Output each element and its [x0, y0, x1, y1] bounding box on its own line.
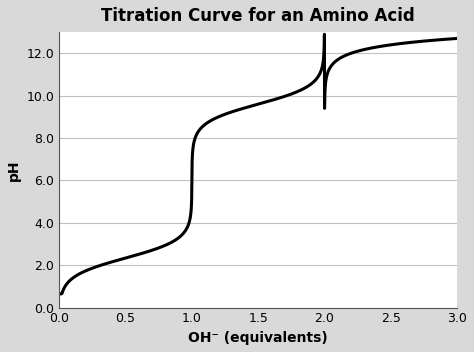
Y-axis label: pH: pH [7, 159, 21, 181]
X-axis label: OH⁻ (equivalents): OH⁻ (equivalents) [188, 331, 328, 345]
Title: Titration Curve for an Amino Acid: Titration Curve for an Amino Acid [101, 7, 415, 25]
